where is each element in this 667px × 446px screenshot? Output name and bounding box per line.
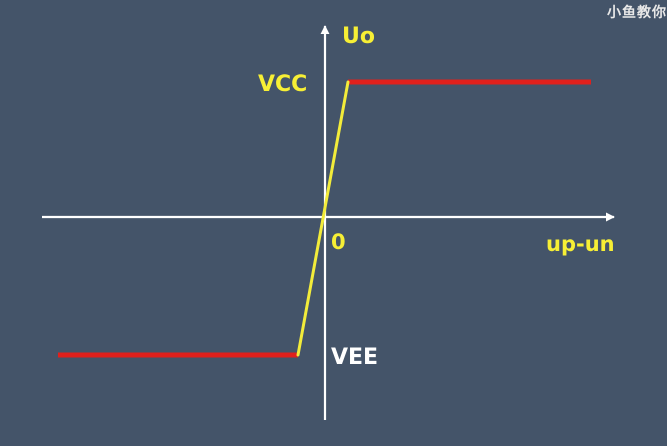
linear-region-line <box>296 80 350 357</box>
vee-label: VEE <box>331 345 378 370</box>
watermark-text: 小鱼教你 <box>607 5 667 21</box>
vcc-label: VCC <box>258 72 307 97</box>
origin-label: 0 <box>331 230 346 254</box>
x-axis-label: up-un <box>546 232 615 256</box>
y-axis-label: Uo <box>342 24 375 49</box>
